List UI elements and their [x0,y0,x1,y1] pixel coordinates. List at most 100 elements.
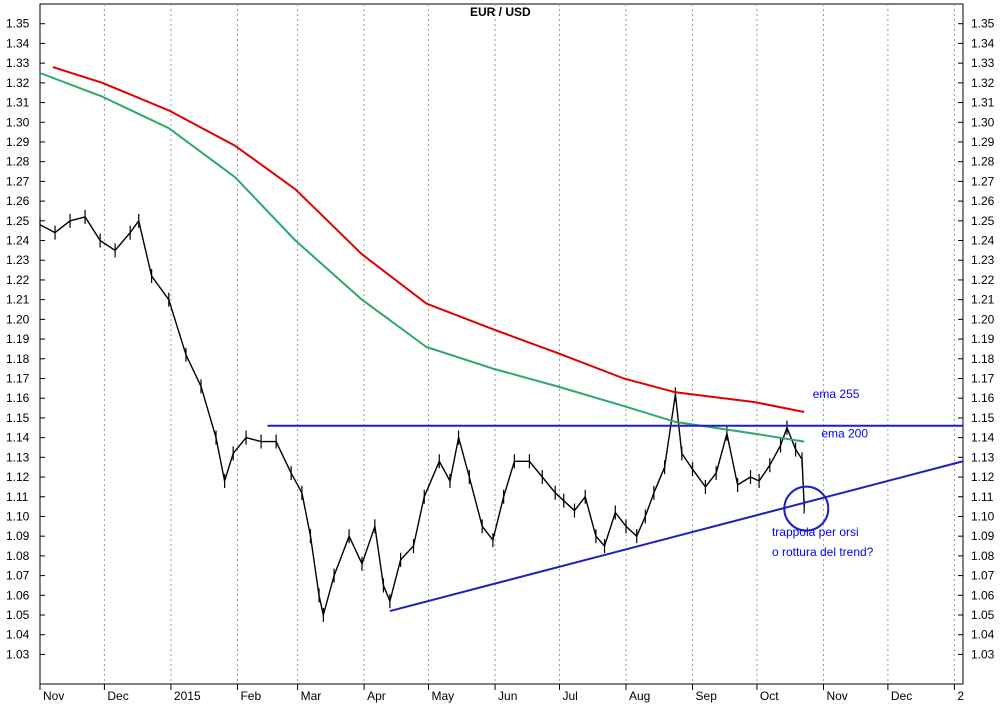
ema-200-line [39,72,805,443]
y-tick-label-right: 1.24 [971,234,995,248]
y-tick-label-right: 1.34 [971,36,995,50]
annotation-text: o rottura del trend? [772,545,874,559]
x-tick-label: 2015 [174,689,201,703]
y-tick-label-right: 1.23 [971,253,995,267]
series-lines [39,66,805,623]
y-tick-label-right: 1.26 [971,194,995,208]
x-tick-label: Aug [629,689,650,703]
y-tick-label-left: 1.23 [6,253,30,267]
x-tick-label: May [432,689,455,703]
y-tick-label-left: 1.21 [6,293,30,307]
y-tick-label-right: 1.13 [971,450,995,464]
x-tick-label: Jul [562,689,577,703]
y-tick-label-right: 1.14 [971,431,995,445]
breakout-highlight-circle [783,485,830,532]
annotation-text: ema 255 [813,387,860,401]
y-tick-label-left: 1.18 [6,352,30,366]
y-tick-label-right: 1.18 [971,352,995,366]
y-tick-label-right: 1.22 [971,273,995,287]
y-tick-label-left: 1.28 [6,155,30,169]
y-tick-label-right: 1.04 [971,628,995,642]
y-tick-label-right: 1.20 [971,312,995,326]
y-tick-label-right: 1.21 [971,293,995,307]
y-tick-label-right: 1.17 [971,371,995,385]
x-tick-label: Oct [760,689,779,703]
y-tick-label-right: 1.10 [971,509,995,523]
y-tick-label-left: 1.30 [6,115,30,129]
y-tick-label-left: 1.03 [6,647,30,661]
y-tick-label-left: 1.08 [6,549,30,563]
y-tick-label-left: 1.12 [6,470,30,484]
y-tick-label-right: 1.25 [971,214,995,228]
y-tick-label-right: 1.35 [971,17,995,31]
y-tick-label-right: 1.28 [971,155,995,169]
y-tick-label-left: 1.27 [6,174,30,188]
y-tick-label-right: 1.29 [971,135,995,149]
x-axis: Nov Dec 2015 Feb Mar Apr May Jun Jul Aug Sep Oct Nov… [39,684,964,703]
y-tick-label-right: 1.11 [971,490,994,504]
support-trendline [389,460,964,613]
annotations: ema 255 ema 200 trappola per orsi o rottura… [772,387,874,559]
y-tick-label-left: 1.11 [6,490,29,504]
y-tick-label-right: 1.31 [971,96,995,110]
y-tick-label-left: 1.07 [6,569,30,583]
y-tick-label-right: 1.08 [971,549,995,563]
y-tick-label-left: 1.33 [6,56,30,70]
x-tick-label: Jun [498,689,517,703]
y-tick-label-left: 1.24 [6,234,30,248]
y-tick-label-left: 1.22 [6,273,30,287]
y-tick-label-left: 1.19 [6,332,30,346]
y-tick-label-left: 1.29 [6,135,30,149]
y-tick-label-left: 1.06 [6,588,30,602]
y-tick-label-right: 1.12 [971,470,995,484]
y-tick-label-left: 1.35 [6,17,30,31]
y-tick-label-left: 1.13 [6,450,30,464]
y-tick-label-left: 1.26 [6,194,30,208]
y-tick-label-left: 1.09 [6,529,30,543]
y-tick-label-left: 1.10 [6,509,30,523]
y-tick-label-right: 1.07 [971,569,995,583]
trendlines [267,424,964,613]
y-tick-label-left: 1.31 [6,96,30,110]
y-tick-label-left: 1.16 [6,391,30,405]
y-tick-label-right: 1.15 [971,411,995,425]
y-tick-label-left: 1.34 [6,36,30,50]
vertical-gridlines [103,4,955,684]
y-tick-label-right: 1.30 [971,115,995,129]
x-tick-label: Dec [107,689,128,703]
y-tick-label-right: 1.03 [971,647,995,661]
y-axis-right: 1.35 1.34 1.33 1.32 1.31 1.30 1.29 1.28 1.27 1.26… [958,17,995,661]
x-tick-label: Apr [367,689,386,703]
y-tick-label-right: 1.32 [971,76,995,90]
y-tick-label-right: 1.05 [971,608,995,622]
chart-frame [39,3,964,685]
y-tick-label-right: 1.27 [971,174,995,188]
y-tick-label-left: 1.04 [6,628,30,642]
y-tick-label-right: 1.33 [971,56,995,70]
y-tick-label-left: 1.25 [6,214,30,228]
x-tick-label: Dec [891,689,912,703]
y-tick-label-left: 1.20 [6,312,30,326]
y-tick-label-left: 1.15 [6,411,30,425]
y-tick-label-right: 1.09 [971,529,995,543]
y-tick-label-right: 1.16 [971,391,995,405]
plot-border [39,3,964,685]
x-tick-label: Nov [826,689,847,703]
y-tick-label-left: 1.32 [6,76,30,90]
y-tick-label-left: 1.05 [6,608,30,622]
annotation-text: ema 200 [821,427,868,441]
ema-255-line [52,66,805,413]
x-tick-label: Nov [43,689,64,703]
chart-title: EUR / USD [470,5,531,19]
y-tick-label-left: 1.14 [6,431,30,445]
y-axis-left: 1.35 1.34 1.33 1.32 1.31 1.30 1.29 1.28 1.27 1.26… [6,17,45,661]
annotation-text: trappola per orsi [772,525,859,539]
x-tick-label: 2 [957,689,964,703]
price-series-line [39,216,805,616]
y-tick-label-left: 1.17 [6,371,30,385]
y-tick-label-right: 1.06 [971,588,995,602]
x-tick-label: Feb [240,689,261,703]
x-tick-label: Sep [696,689,718,703]
